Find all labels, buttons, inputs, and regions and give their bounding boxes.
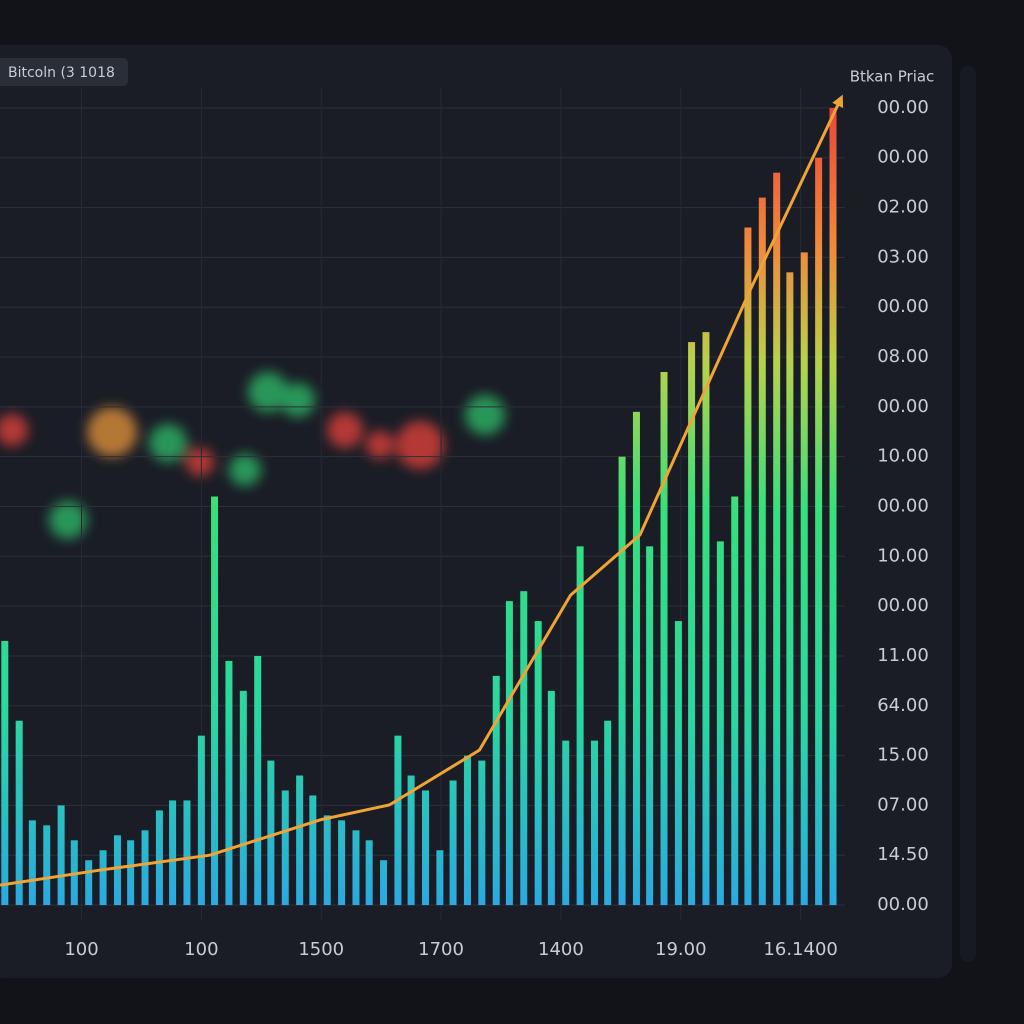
- bar: [169, 800, 177, 906]
- y-tick-label: 03.00: [877, 246, 929, 267]
- y-tick-label: 00.00: [877, 147, 929, 168]
- bar: [1, 641, 9, 906]
- bar: [492, 675, 500, 906]
- bar: [394, 735, 402, 906]
- bar: [547, 690, 555, 906]
- bar: [239, 690, 247, 906]
- bar: [716, 541, 724, 906]
- y-tick-label: 14.50: [877, 844, 929, 865]
- bar: [800, 252, 808, 906]
- bar: [99, 850, 107, 906]
- bar: [421, 790, 429, 906]
- bar: [57, 805, 65, 906]
- bar: [365, 840, 373, 906]
- y-tick-label: 00.00: [877, 595, 929, 616]
- bar: [632, 411, 640, 906]
- bar: [28, 820, 36, 906]
- bar: [113, 835, 121, 906]
- x-tick-label: 100: [184, 939, 218, 960]
- bar: [296, 775, 304, 906]
- bar: [731, 496, 739, 906]
- bar: [281, 790, 289, 906]
- bar: [604, 720, 612, 906]
- x-tick-label: 1500: [298, 939, 344, 960]
- y-tick-label: 11.00: [877, 645, 929, 666]
- bar: [505, 601, 513, 906]
- y-tick-label: 08.00: [877, 346, 929, 367]
- bar: [197, 735, 205, 906]
- marks: [0, 94, 844, 906]
- x-tick-label: 16.1400: [763, 939, 837, 960]
- y-tick-label: 07.00: [877, 794, 929, 815]
- bar: [786, 272, 794, 906]
- bar: [141, 830, 149, 906]
- x-tick-label: 1400: [538, 939, 584, 960]
- bar: [646, 546, 654, 906]
- bar: [702, 332, 710, 906]
- bar: [309, 795, 317, 906]
- y-tick-label: 64.00: [877, 695, 929, 716]
- x-tick-label: 1700: [418, 939, 464, 960]
- bar: [267, 760, 275, 906]
- bar: [155, 810, 163, 906]
- panel: [0, 45, 952, 978]
- bar: [562, 740, 570, 906]
- bar: [43, 825, 51, 906]
- y-tick-label: 00.00: [877, 894, 929, 915]
- bar: [352, 830, 360, 906]
- bar: [254, 655, 262, 906]
- bar: [85, 860, 93, 906]
- bar: [449, 780, 457, 906]
- y-axis-title: Btkan Priac: [850, 68, 935, 86]
- y-tick-label: 00.00: [877, 396, 929, 417]
- x-tick-label: 19.00: [655, 939, 707, 960]
- bar: [338, 820, 346, 906]
- bar: [773, 172, 781, 906]
- bar: [15, 720, 23, 906]
- bar: [407, 775, 415, 906]
- y-tick-label: 15.00: [877, 745, 929, 766]
- y-tick-label: 10.00: [877, 446, 929, 467]
- trend-line: [0, 94, 844, 887]
- y-tick-label: 10.00: [877, 545, 929, 566]
- bar: [660, 371, 668, 906]
- y-tick-label: 02.00: [877, 197, 929, 218]
- bar: [674, 621, 682, 906]
- chart-title: Bitcoln (3 1018: [8, 65, 115, 81]
- bar: [758, 197, 766, 906]
- bar: [744, 227, 752, 906]
- bar: [815, 157, 823, 906]
- bar: [576, 546, 584, 906]
- bar: [225, 660, 233, 906]
- y-tick-label: 00.00: [877, 296, 929, 317]
- bar: [688, 342, 696, 906]
- bar: [829, 107, 837, 906]
- bar: [183, 800, 191, 906]
- labels: 00.00 14.50 07.00 15.00 64.00 11.00 00.00 10.00…: [64, 97, 928, 960]
- bar: [618, 456, 626, 906]
- y-tick-label: 00.00: [877, 495, 929, 516]
- bar: [463, 755, 471, 906]
- x-tick-label: 100: [64, 939, 98, 960]
- bar: [211, 496, 219, 906]
- bar: [127, 840, 135, 906]
- bar: [323, 815, 331, 906]
- bar: [534, 621, 542, 906]
- bar: [380, 860, 388, 906]
- bar: [478, 760, 486, 906]
- bar: [436, 850, 444, 906]
- y-tick-label: 00.00: [877, 97, 929, 118]
- title-box: [0, 58, 128, 86]
- bar: [520, 591, 528, 906]
- bar: [590, 740, 598, 906]
- side-panel: [960, 66, 976, 962]
